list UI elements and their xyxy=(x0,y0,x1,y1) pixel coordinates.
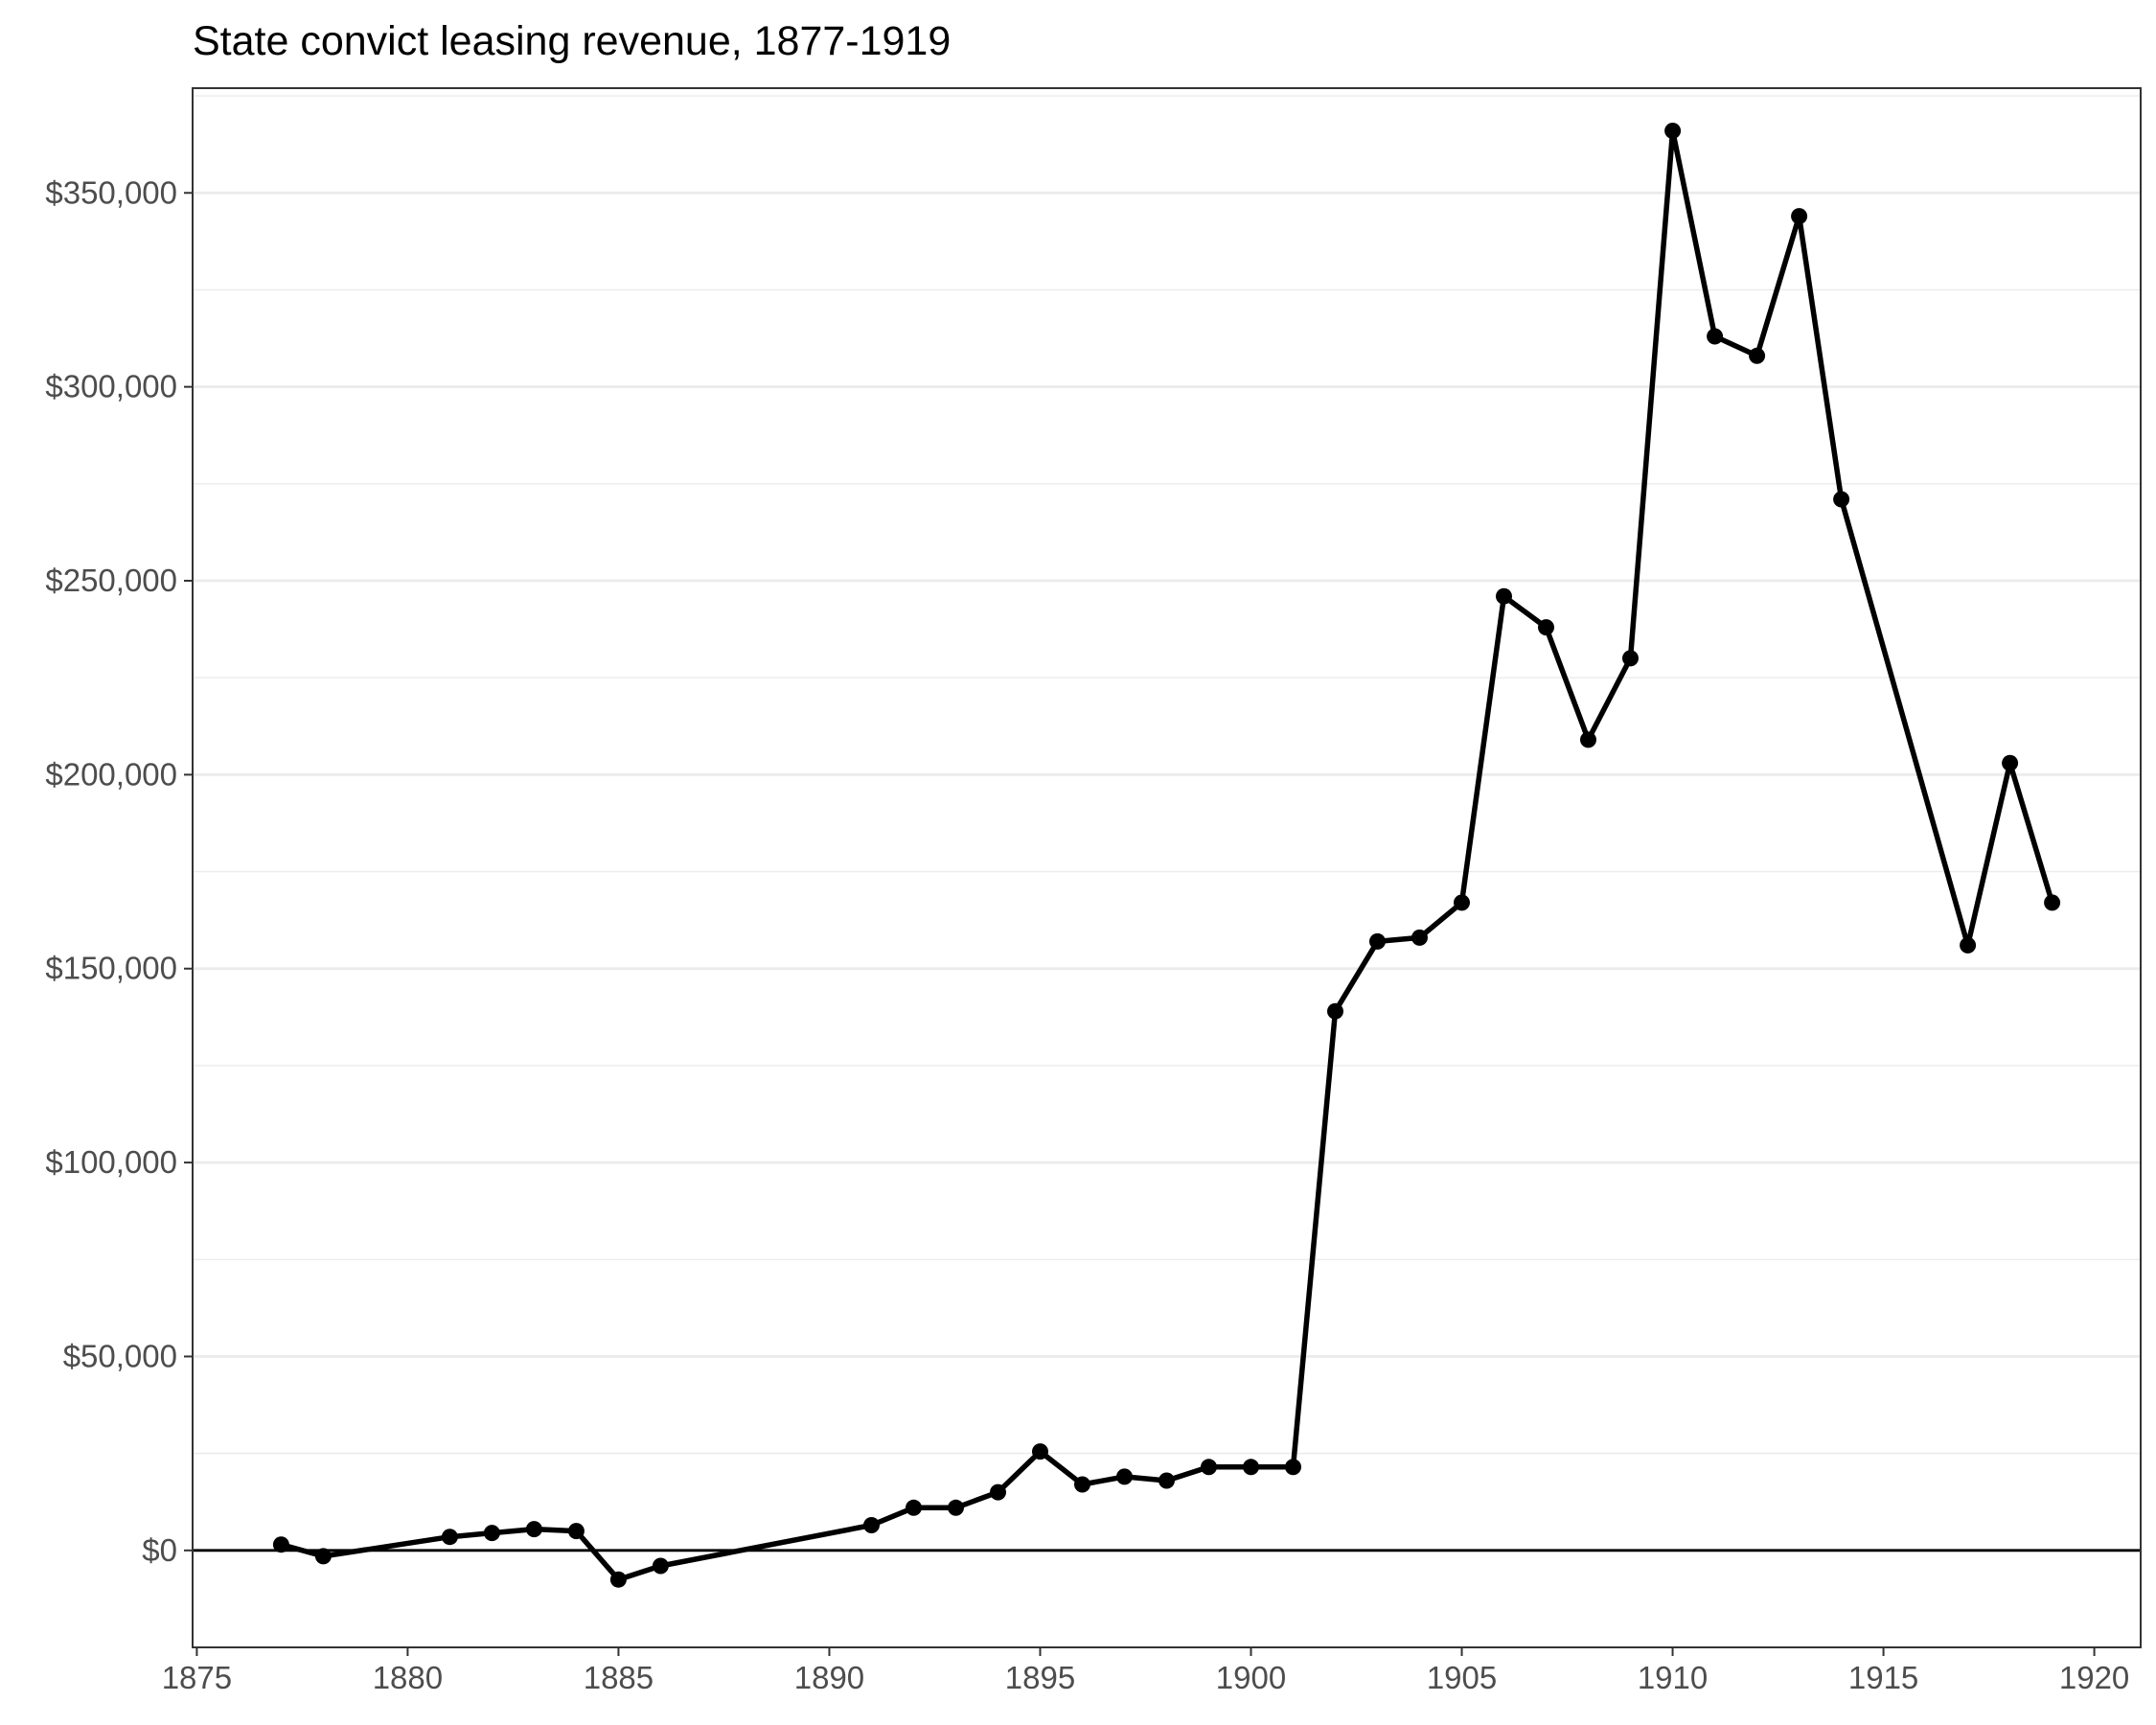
data-point xyxy=(652,1557,669,1575)
y-tick-label: $250,000 xyxy=(45,563,177,598)
series-layer xyxy=(272,123,2061,1588)
data-point xyxy=(272,1536,289,1553)
data-point xyxy=(525,1521,542,1538)
data-point xyxy=(1833,491,1850,508)
x-tick-label: 1890 xyxy=(794,1660,864,1695)
x-tick-label: 1875 xyxy=(162,1660,232,1695)
data-point xyxy=(567,1523,585,1540)
data-point xyxy=(1791,208,1808,225)
data-point xyxy=(314,1548,332,1565)
x-tick-label: 1895 xyxy=(1005,1660,1075,1695)
data-point xyxy=(863,1517,880,1533)
data-point xyxy=(1158,1472,1175,1489)
x-tick-label: 1885 xyxy=(584,1660,654,1695)
data-point xyxy=(1201,1459,1217,1476)
axis-layer: $0 $50,000 $100,000 $150,000 $200,000 $250,00… xyxy=(45,174,2129,1695)
data-point xyxy=(1243,1459,1259,1476)
y-tick-label: $100,000 xyxy=(45,1144,177,1180)
data-point xyxy=(2002,754,2019,771)
x-tick-label: 1880 xyxy=(373,1660,443,1695)
data-point xyxy=(1032,1443,1048,1460)
data-point xyxy=(1327,1002,1343,1020)
data-point xyxy=(1707,328,1724,345)
data-point xyxy=(1285,1459,1301,1476)
data-point xyxy=(609,1571,627,1588)
x-tick-label: 1920 xyxy=(2059,1660,2129,1695)
series-line xyxy=(278,127,2055,1582)
data-point xyxy=(1622,650,1639,667)
data-point xyxy=(1664,123,1682,139)
data-point xyxy=(1960,936,1977,954)
x-tick-label: 1915 xyxy=(1848,1660,1918,1695)
chart-title: State convict leasing revenue, 1877-1919 xyxy=(193,18,951,64)
y-tick-label: $300,000 xyxy=(45,369,177,404)
x-tick-label: 1900 xyxy=(1216,1660,1286,1695)
data-point xyxy=(441,1529,458,1546)
data-point xyxy=(483,1525,500,1542)
data-point xyxy=(906,1499,922,1516)
grid-layer xyxy=(193,95,2141,1455)
x-tick-label: 1905 xyxy=(1427,1660,1497,1695)
data-point xyxy=(1411,929,1428,946)
data-point xyxy=(1749,347,1766,364)
data-point xyxy=(1496,587,1512,605)
data-point xyxy=(1538,619,1554,636)
panel-border xyxy=(192,87,2142,1648)
data-point xyxy=(1454,894,1470,911)
y-tick-label: $350,000 xyxy=(45,174,177,210)
y-tick-label: $50,000 xyxy=(63,1338,177,1373)
data-point xyxy=(1580,731,1596,748)
data-point xyxy=(2044,894,2061,911)
data-point xyxy=(948,1499,964,1516)
data-point xyxy=(1074,1476,1090,1493)
x-tick-label: 1910 xyxy=(1638,1660,1708,1695)
y-tick-label: $150,000 xyxy=(45,951,177,986)
data-point xyxy=(1116,1468,1133,1485)
y-tick-label: $0 xyxy=(142,1532,177,1568)
data-point xyxy=(990,1484,1006,1501)
y-tick-label: $200,000 xyxy=(45,756,177,792)
data-point xyxy=(1369,932,1386,950)
